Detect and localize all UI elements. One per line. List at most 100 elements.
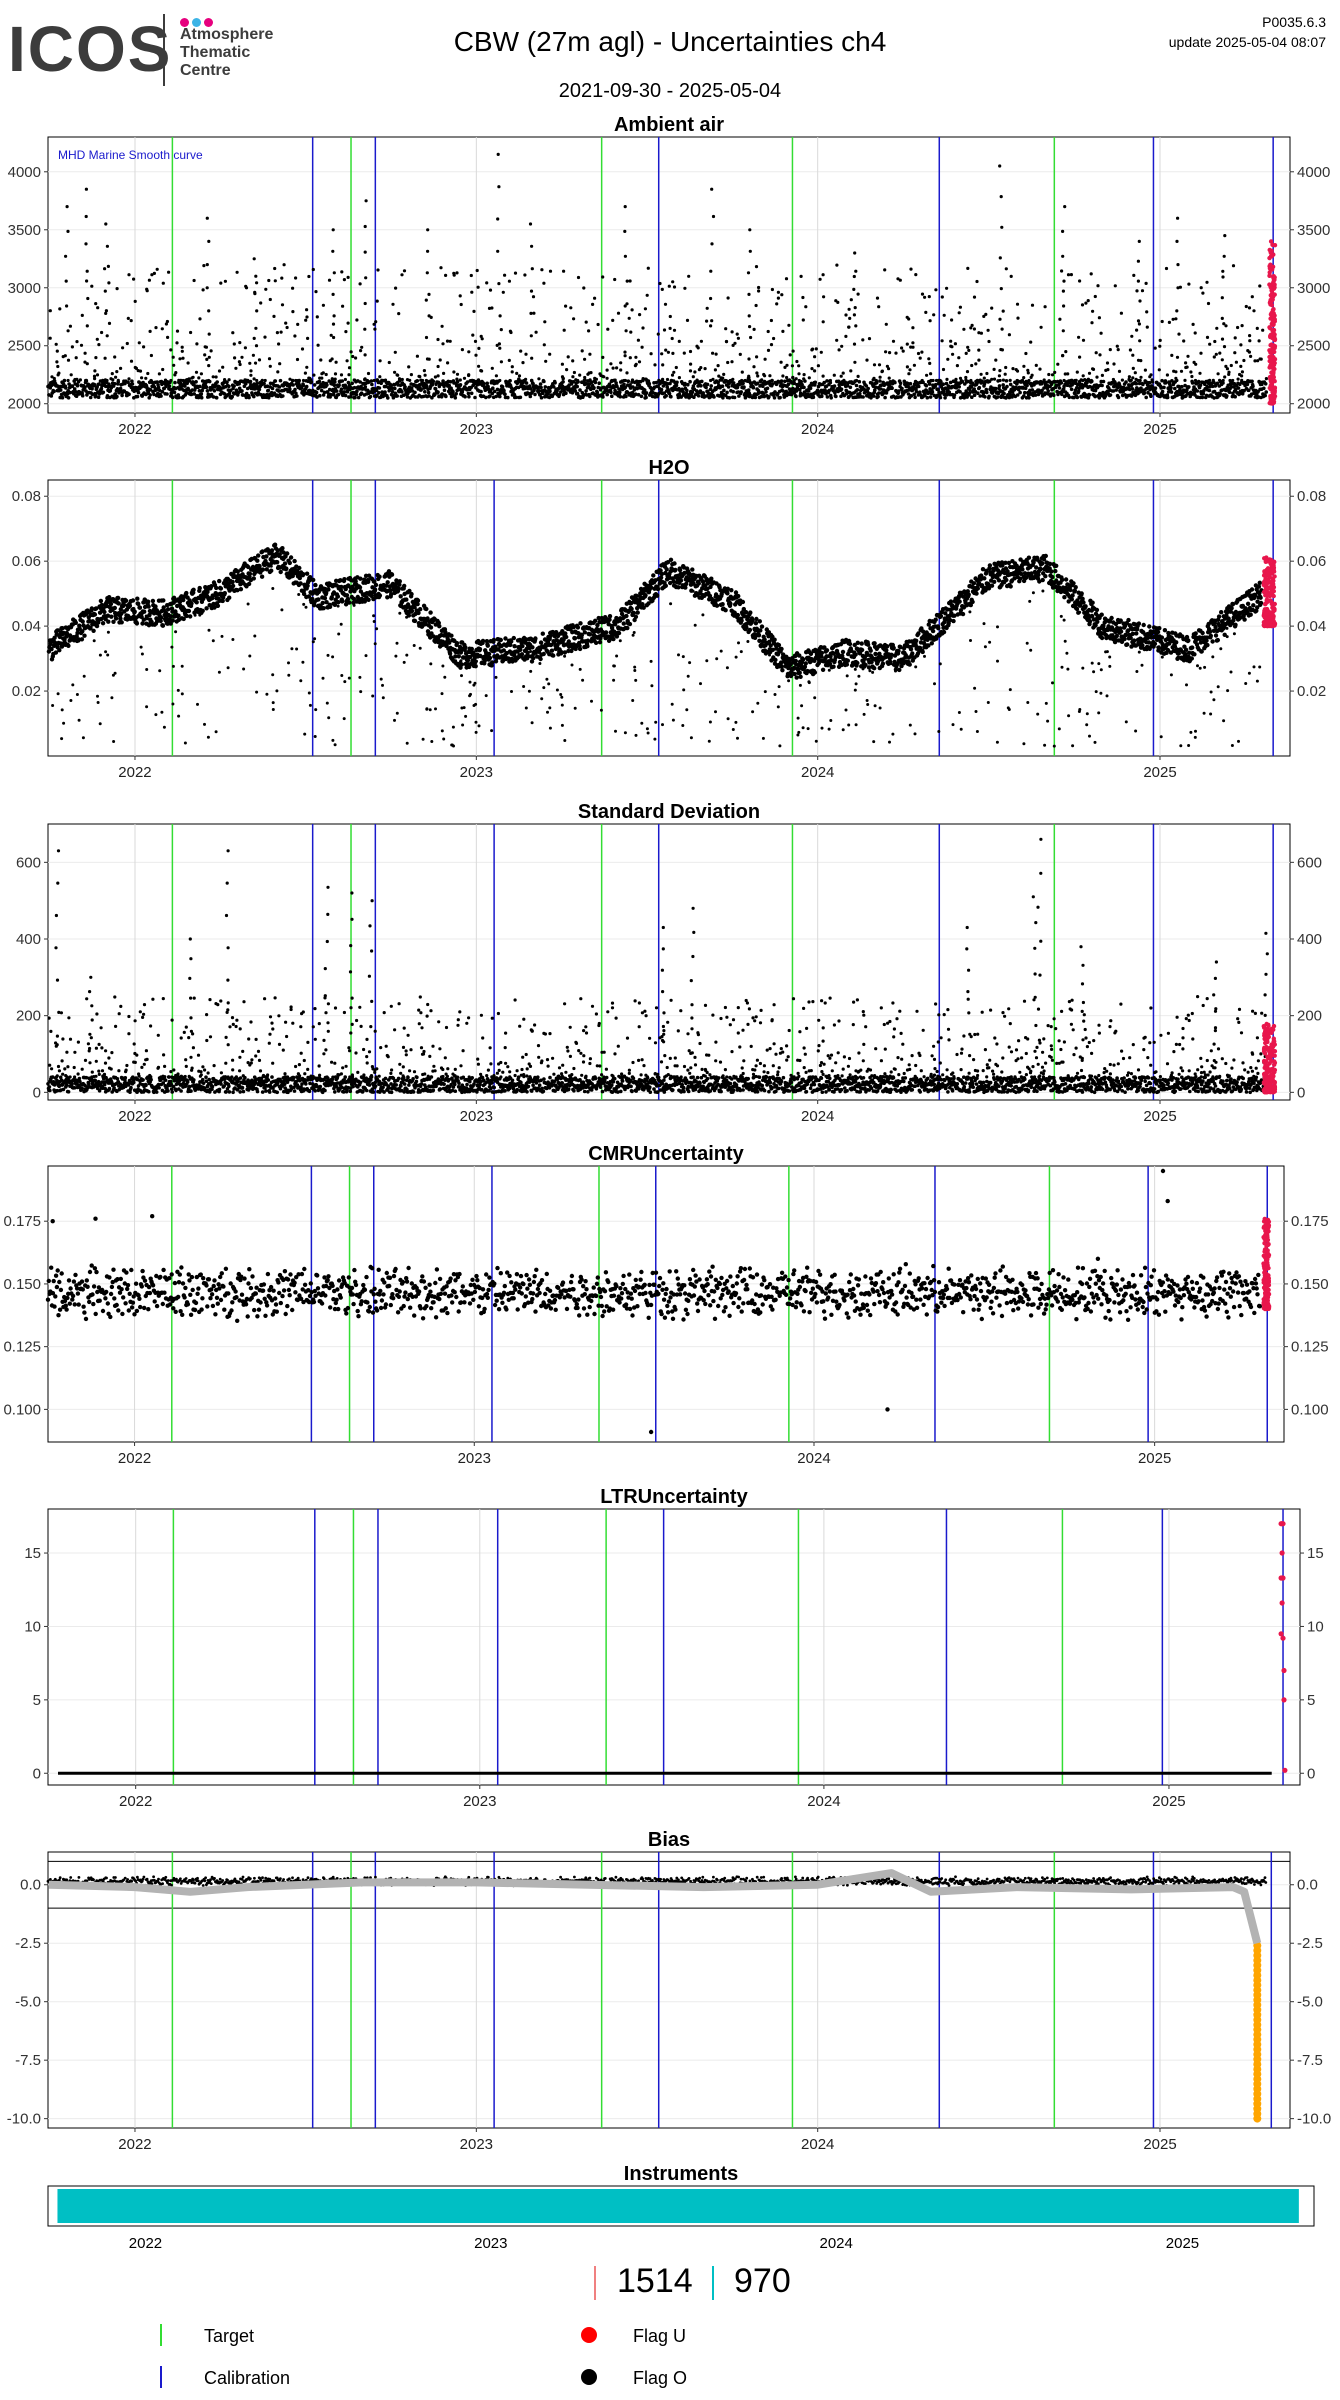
data-point: [834, 394, 838, 399]
data-point: [709, 384, 713, 388]
data-point: [215, 603, 221, 608]
data-point: [255, 309, 259, 313]
data-point: [778, 395, 782, 400]
data-point: [1119, 311, 1123, 315]
data-point: [623, 229, 627, 233]
data-point: [257, 358, 262, 362]
data-point: [1225, 367, 1229, 371]
data-point: [347, 600, 352, 605]
data-point: [215, 380, 219, 384]
data-point: [637, 360, 642, 364]
data-point: [288, 377, 292, 381]
data-point: [998, 317, 1002, 321]
data-point: [821, 273, 825, 277]
data-point: [584, 320, 588, 324]
data-point: [172, 363, 176, 367]
data-point: [709, 378, 713, 383]
data-point: [94, 356, 98, 360]
data-point: [847, 325, 851, 329]
data-point: [787, 323, 791, 327]
data-point: [529, 289, 534, 293]
data-point: [646, 266, 650, 270]
data-point: [769, 343, 774, 347]
data-point: [1180, 384, 1184, 389]
data-point: [359, 349, 363, 353]
data-point: [810, 367, 814, 371]
data-point: [911, 345, 915, 349]
data-point: [1139, 375, 1143, 379]
data-point: [1149, 394, 1153, 399]
data-point: [252, 394, 256, 399]
data-point: [1221, 378, 1225, 383]
data-point: [394, 286, 398, 290]
data-point: [572, 370, 577, 375]
data-point: [1001, 383, 1005, 387]
data-point: [500, 385, 505, 389]
data-point: [165, 319, 169, 324]
data-point: [127, 273, 131, 277]
data-point: [189, 601, 194, 606]
data-point: [832, 373, 836, 377]
data-point: [757, 285, 761, 290]
data-point: [825, 395, 830, 399]
data-point: [463, 645, 468, 650]
data-point: [252, 257, 256, 261]
data-point: [700, 379, 704, 384]
data-point: [740, 370, 744, 374]
data-point: [204, 606, 209, 611]
data-point: [553, 381, 557, 385]
data-point: [479, 389, 483, 394]
data-point: [854, 269, 858, 273]
data-point: [1153, 346, 1157, 350]
data-point: [958, 305, 963, 309]
data-point: [803, 379, 807, 383]
data-point: [795, 359, 799, 364]
data-point: [142, 345, 146, 349]
data-point: [539, 385, 543, 390]
data-point: [377, 593, 383, 598]
data-point: [858, 391, 862, 396]
data-point: [403, 385, 407, 389]
data-point: [785, 363, 789, 367]
data-point: [145, 599, 151, 604]
data-point: [1115, 344, 1119, 348]
data-point: [1005, 384, 1009, 389]
data-point: [100, 330, 104, 335]
data-point: [238, 587, 244, 592]
data-point: [1205, 280, 1209, 284]
data-point: [1263, 382, 1268, 386]
data-point: [813, 380, 818, 385]
data-point: [301, 383, 306, 388]
data-point: [1137, 239, 1141, 243]
data-point: [752, 365, 756, 369]
data-point: [735, 332, 739, 336]
data-point: [358, 576, 363, 581]
plot-frame: [47, 136, 1291, 414]
data-point: [770, 287, 775, 292]
data-point: [720, 384, 725, 389]
data-point: [397, 579, 402, 584]
data-point: [1174, 370, 1178, 374]
data-point: [260, 567, 266, 572]
data-point: [1100, 373, 1104, 377]
data-point: [1148, 375, 1152, 379]
data-point: [497, 282, 501, 286]
data-point: [1135, 328, 1139, 332]
data-point: [710, 242, 714, 246]
data-point: [928, 361, 932, 365]
data-point: [576, 380, 580, 384]
data-point: [287, 560, 292, 566]
data-point: [605, 392, 609, 397]
data-point: [378, 375, 382, 379]
data-point: [688, 369, 693, 373]
flag-u-point: [1267, 282, 1272, 287]
data-point: [180, 349, 184, 353]
data-point: [841, 371, 845, 375]
y-tick-label-right: 3500: [1297, 222, 1330, 239]
data-point: [421, 378, 425, 383]
data-point: [1053, 370, 1057, 374]
data-point: [1261, 328, 1265, 332]
data-point: [277, 385, 282, 389]
